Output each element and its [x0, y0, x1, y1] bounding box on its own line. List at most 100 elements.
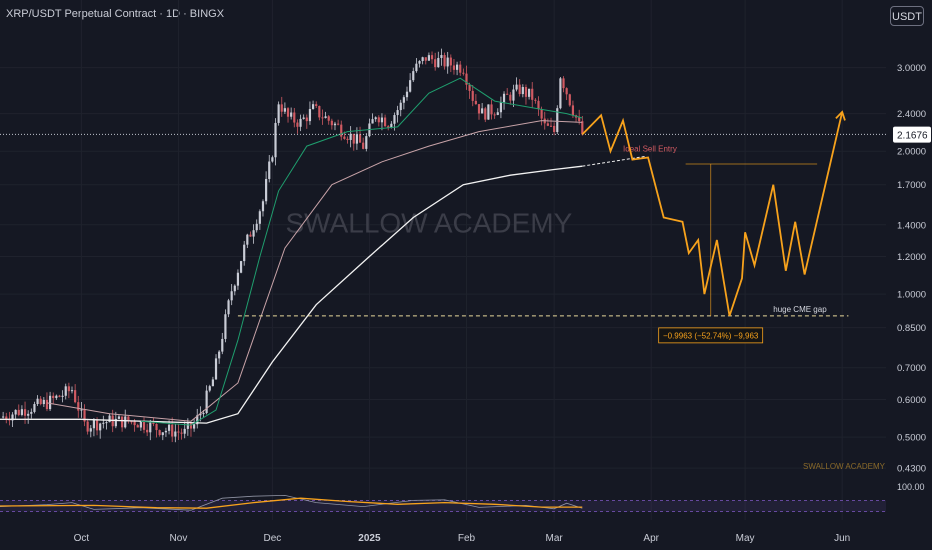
candle-body [133, 421, 136, 426]
candle-body [509, 94, 512, 101]
candle-body [280, 104, 283, 112]
projection-path [581, 111, 844, 317]
candle-body [499, 102, 503, 113]
candle-body [177, 431, 180, 433]
candle-body [362, 142, 365, 149]
candle-body [136, 425, 139, 428]
candle-body [440, 55, 443, 58]
sell-entry-line [582, 155, 646, 167]
candle-body [64, 386, 67, 396]
candle-body [105, 422, 108, 424]
candle-body [274, 122, 277, 158]
candle-body [305, 117, 308, 122]
candles-layer [2, 48, 584, 443]
candle-body [48, 395, 52, 410]
candle-body [290, 112, 293, 117]
candle-body [268, 161, 271, 179]
candle-body [578, 117, 581, 122]
candle-body [443, 55, 446, 67]
candle-body [33, 404, 36, 412]
candle-body [243, 244, 246, 262]
candle-body [324, 116, 327, 119]
candle-body [556, 108, 559, 132]
candle-body [296, 122, 299, 127]
candle-body [553, 125, 556, 132]
projection-arrowhead [835, 110, 846, 121]
candle-body [527, 88, 531, 97]
x-tick-label: Dec [263, 533, 281, 544]
candle-body [92, 420, 96, 429]
candle-body [36, 398, 39, 405]
x-tick-label: Apr [643, 533, 659, 544]
rsi-ma-line [0, 497, 583, 509]
brand-label: SWALLOW ACADEMY [803, 462, 886, 471]
candle-body [224, 314, 227, 339]
candle-body [518, 84, 521, 95]
candle-body [205, 390, 208, 414]
candle-body [221, 338, 224, 352]
candle-body [158, 430, 161, 436]
candle-body [418, 61, 421, 64]
candle-body [127, 416, 130, 422]
candle-body [74, 390, 77, 403]
measure-label-box [658, 327, 764, 344]
candle-body [521, 87, 524, 95]
candle-body [377, 117, 380, 123]
candle-body [102, 422, 105, 424]
ema-layer [0, 77, 583, 426]
y-tick-label: 1.7000 [897, 180, 926, 191]
candle-body [286, 108, 290, 117]
y-tick-label: 2.0000 [897, 147, 926, 158]
candle-body [365, 136, 368, 149]
candle-body [380, 117, 384, 123]
candle-body [490, 104, 493, 115]
candle-body [559, 78, 562, 109]
candle-body [193, 424, 196, 429]
candle-body [255, 223, 258, 231]
candle-body [117, 416, 121, 419]
candle-body [14, 409, 17, 415]
candle-body [402, 97, 405, 103]
candle-body [167, 424, 171, 431]
candle-body [412, 71, 415, 81]
candle-body [55, 395, 58, 399]
candle-body [502, 93, 506, 103]
y-tick-label: 0.6000 [897, 395, 926, 406]
candle-body [468, 84, 471, 91]
candle-body [333, 123, 337, 126]
candle-body [161, 432, 164, 436]
candle-body [189, 423, 193, 429]
candle-body [452, 65, 456, 70]
y-axis: 3.0000 2.4000 2.0000 1.7000 1.4000 1.2000 1.00… [893, 63, 931, 475]
candle-body [208, 386, 211, 391]
ema-slow-line [0, 165, 583, 424]
candle-body [477, 104, 481, 114]
candle-body [581, 121, 584, 135]
candle-body [315, 104, 318, 106]
candle-body [239, 261, 243, 273]
candle-body [202, 413, 205, 415]
candle-body [258, 211, 261, 224]
candle-body [506, 93, 509, 95]
y-tick-label: 1.2000 [897, 252, 926, 263]
ema-fast-line [140, 77, 583, 426]
candle-body [67, 386, 70, 392]
x-tick-label: Jun [834, 533, 850, 544]
arrowhead-stroke [835, 110, 846, 121]
candle-body [358, 134, 362, 143]
candle-body [549, 125, 553, 127]
candle-body [164, 430, 168, 433]
candle-body [399, 102, 402, 111]
candle-body [271, 157, 274, 162]
candle-body [155, 423, 158, 431]
candle-body [424, 57, 427, 61]
measure-label: −0.9963 (−52.74%) −9,963 [663, 331, 759, 340]
currency-button[interactable]: USDT [890, 6, 924, 26]
candle-body [534, 99, 537, 101]
candle-body [124, 416, 127, 428]
candle-body [352, 133, 355, 144]
rsi-band [0, 500, 886, 512]
candle-body [114, 418, 117, 427]
x-tick-label: Feb [458, 533, 476, 544]
